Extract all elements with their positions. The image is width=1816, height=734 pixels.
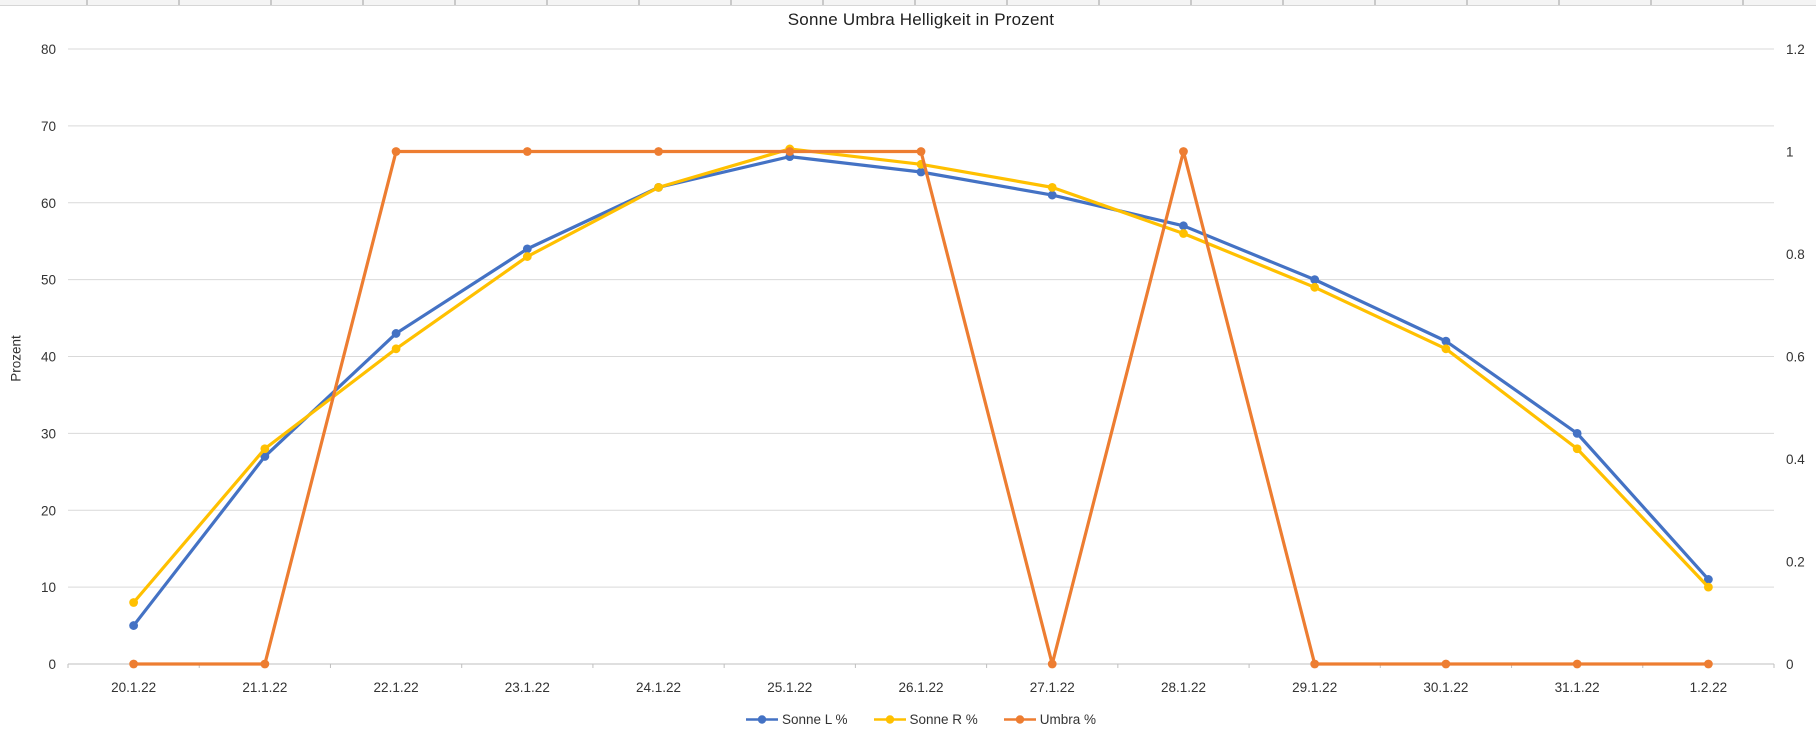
legend-label: Sonne R % [909, 711, 978, 727]
series-line-sonne-l [132, 155, 1710, 628]
data-point-sonne-l [1179, 221, 1188, 231]
data-point-sonne-l [391, 329, 401, 338]
x-axis-category-label: 25.1.22 [767, 680, 812, 695]
left-axis-tick-label: 20 [41, 503, 56, 518]
data-point-umbra [785, 147, 795, 156]
data-point-umbra [1310, 659, 1320, 669]
data-point-sonne-l [1047, 190, 1057, 200]
data-point-sonne-r [129, 598, 139, 607]
data-point-sonne-r [1572, 444, 1582, 454]
x-axis-category-label: 21.1.22 [242, 680, 287, 695]
right-axis-tick-label: 0 [1786, 657, 1794, 672]
data-point-sonne-r [1441, 344, 1451, 354]
right-axis-tick-label: 0.2 [1786, 555, 1805, 570]
legend-marker-icon [873, 714, 906, 724]
legend-item-sonne-l[interactable]: Sonne L % [745, 711, 848, 727]
data-point-sonne-r [1310, 282, 1320, 292]
x-axis-category-label: 31.1.22 [1555, 680, 1600, 695]
x-axis-category-label: 30.1.22 [1423, 680, 1468, 695]
left-axis-tick-label: 50 [41, 273, 56, 288]
right-axis-tick-label: 1 [1786, 145, 1794, 160]
chart-title: Sonne Umbra Helligkeit in Prozent [787, 10, 1055, 29]
data-point-umbra [1441, 659, 1451, 669]
data-point-sonne-r [522, 252, 532, 261]
left-axis-tick-label: 40 [41, 350, 56, 365]
chart-object[interactable]: Sonne Umbra Helligkeit in Prozent Prozen… [0, 6, 1816, 734]
legend-marker-icon [745, 714, 778, 724]
spreadsheet-grid-strip [0, 0, 1816, 6]
right-axis-tick-label: 0.4 [1786, 452, 1805, 467]
data-point-sonne-l [1310, 275, 1320, 285]
data-point-sonne-r [391, 344, 401, 354]
legend-label: Umbra % [1039, 711, 1097, 727]
left-axis-tick-label: 0 [48, 657, 56, 672]
chart-legend: Sonne L % Sonne R % Umbra % [68, 706, 1774, 732]
data-point-sonne-r [260, 444, 270, 454]
x-axis-category-label: 26.1.22 [898, 680, 943, 695]
x-axis-category-label: 20.1.22 [111, 680, 156, 695]
x-axis-category-label: 29.1.22 [1292, 680, 1337, 695]
data-point-umbra [129, 659, 139, 669]
data-point-umbra [522, 147, 532, 156]
data-point-umbra [1703, 659, 1713, 669]
data-point-umbra [1179, 147, 1188, 156]
left-axis-tick-label: 10 [41, 580, 56, 595]
legend-label: Sonne L % [781, 711, 848, 727]
x-axis-category-label: 27.1.22 [1030, 680, 1075, 695]
legend-marker-icon [1003, 714, 1036, 724]
right-axis-tick-label: 1.2 [1786, 42, 1805, 57]
data-point-umbra [1047, 659, 1057, 669]
right-axis-tick-label: 0.8 [1786, 247, 1805, 262]
data-point-sonne-r [654, 182, 663, 192]
x-axis-category-label: 24.1.22 [636, 680, 681, 695]
data-point-sonne-r [1047, 182, 1057, 192]
x-axis-category-label: 23.1.22 [505, 680, 550, 695]
left-axis-tick-label: 70 [41, 119, 56, 134]
data-point-sonne-l [1572, 428, 1582, 438]
data-point-sonne-l [916, 167, 926, 177]
data-point-sonne-r [1703, 582, 1713, 592]
series-line-sonne-r [132, 147, 1710, 605]
left-axis-tick-label: 80 [41, 42, 56, 57]
data-point-sonne-l [1703, 575, 1713, 584]
legend-item-umbra[interactable]: Umbra % [1003, 711, 1097, 727]
data-point-sonne-l [260, 452, 270, 461]
data-point-umbra [260, 659, 270, 669]
right-axis-tick-label: 0.6 [1786, 350, 1805, 365]
x-axis-category-label: 28.1.22 [1161, 680, 1206, 695]
data-point-sonne-l [522, 244, 532, 254]
legend-item-sonne-r[interactable]: Sonne R % [873, 711, 978, 727]
data-point-umbra [391, 147, 401, 156]
data-point-umbra [916, 147, 926, 156]
data-point-sonne-l [1441, 336, 1451, 346]
x-axis-category-label: 1.2.22 [1690, 680, 1728, 695]
x-axis-category-label: 22.1.22 [374, 680, 419, 695]
data-point-umbra [1572, 659, 1582, 669]
data-point-umbra [654, 147, 663, 156]
left-axis-tick-label: 60 [41, 196, 56, 211]
data-point-sonne-l [129, 621, 139, 630]
left-axis-tick-label: 30 [41, 426, 56, 441]
data-point-sonne-r [1179, 229, 1188, 238]
